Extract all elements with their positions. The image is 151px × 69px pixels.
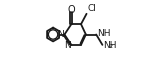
Text: O: O [67, 5, 75, 15]
Text: NH: NH [97, 29, 110, 38]
Text: NH: NH [103, 41, 116, 50]
Text: N: N [57, 30, 64, 39]
Text: Cl: Cl [88, 4, 96, 13]
Text: 2: 2 [108, 44, 112, 49]
Text: N: N [64, 41, 71, 50]
